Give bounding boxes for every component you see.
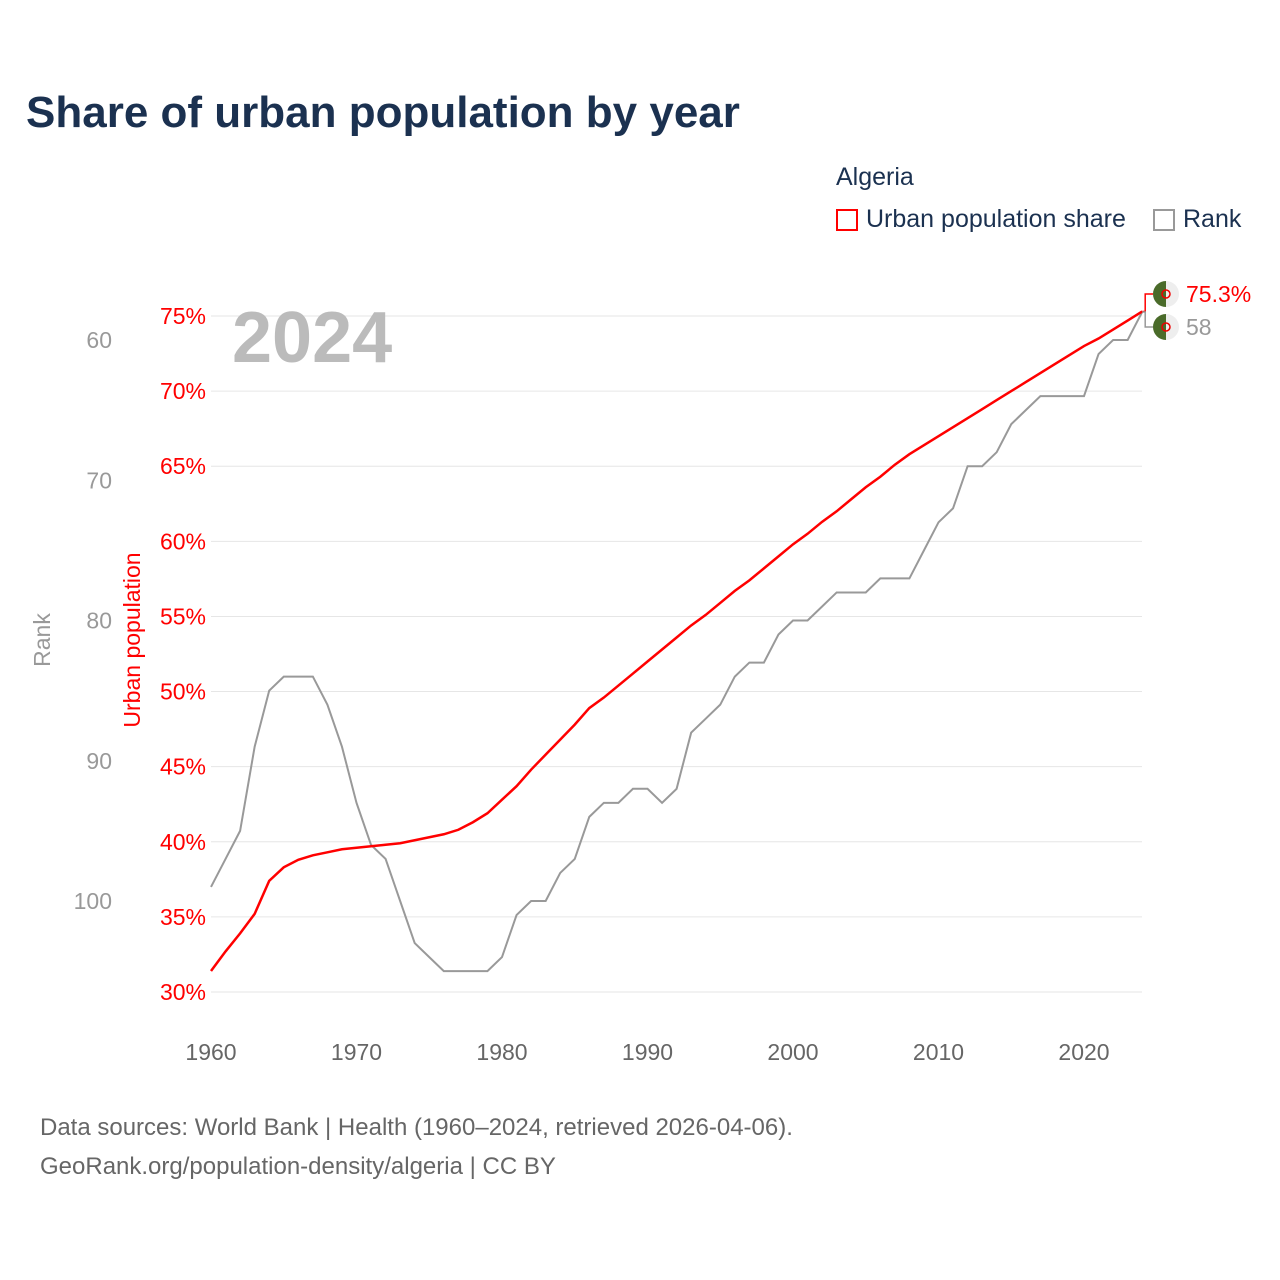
rank-tick-label: 60 bbox=[86, 327, 112, 353]
rank-end-label: 58 bbox=[1186, 314, 1212, 340]
rank-end-connector bbox=[1142, 311, 1154, 328]
legend-label-urban: Urban population share bbox=[866, 205, 1126, 233]
rank-line bbox=[210, 311, 1144, 973]
x-tick-label: 1970 bbox=[331, 1039, 382, 1065]
left-tick-label: 50% bbox=[160, 679, 206, 705]
chart-title: Share of urban population by year bbox=[26, 88, 740, 137]
rank-tick-label: 80 bbox=[86, 608, 112, 634]
legend-item-rank[interactable]: Rank bbox=[1153, 205, 1241, 234]
legend-item-urban[interactable]: Urban population share bbox=[836, 205, 1126, 234]
rank-tick-label: 100 bbox=[74, 888, 112, 914]
legend-title: Algeria bbox=[836, 163, 914, 191]
footer-link[interactable]: GeoRank.org/population-density/algeria |… bbox=[40, 1153, 556, 1180]
flag-crescent bbox=[1161, 289, 1171, 299]
urban-end-connector bbox=[1142, 293, 1154, 313]
left-tick-label: 30% bbox=[160, 979, 206, 1005]
x-tick-label: 1980 bbox=[476, 1039, 527, 1065]
x-tick-label: 2010 bbox=[913, 1039, 964, 1065]
left-tick-label: 70% bbox=[160, 378, 206, 404]
x-tick-label: 1990 bbox=[622, 1039, 673, 1065]
rank-axis-label: Rank bbox=[29, 613, 55, 667]
urban-end-label: 75.3% bbox=[1186, 281, 1251, 307]
flag-green-half bbox=[1153, 281, 1166, 307]
legend-swatch-urban bbox=[836, 208, 858, 231]
rank-tick-label: 70 bbox=[86, 467, 112, 493]
left-tick-label: 65% bbox=[160, 453, 206, 479]
legend-label-rank: Rank bbox=[1183, 205, 1242, 233]
urban-share-line bbox=[209, 310, 1143, 972]
x-tick-label: 1960 bbox=[185, 1039, 236, 1065]
x-tick-label: 2000 bbox=[767, 1039, 818, 1065]
flag-green-half bbox=[1153, 314, 1166, 340]
flag-crescent bbox=[1161, 322, 1171, 332]
left-tick-label: 55% bbox=[160, 603, 206, 629]
left-tick-label: 75% bbox=[160, 303, 206, 329]
x-tick-label: 2020 bbox=[1058, 1039, 1109, 1065]
footer: Data sources: World Bank | Health (1960–… bbox=[40, 1108, 793, 1186]
left-tick-label: 35% bbox=[160, 904, 206, 930]
left-tick-label: 60% bbox=[160, 528, 206, 554]
legend-swatch-rank bbox=[1153, 208, 1175, 231]
year-label: 2024 bbox=[232, 298, 392, 378]
left-tick-label: 45% bbox=[160, 754, 206, 780]
rank-tick-label: 90 bbox=[86, 748, 112, 774]
footer-sources: Data sources: World Bank | Health (1960–… bbox=[40, 1114, 793, 1141]
left-tick-label: 40% bbox=[160, 829, 206, 855]
left-axis-label: Urban population bbox=[119, 552, 145, 727]
